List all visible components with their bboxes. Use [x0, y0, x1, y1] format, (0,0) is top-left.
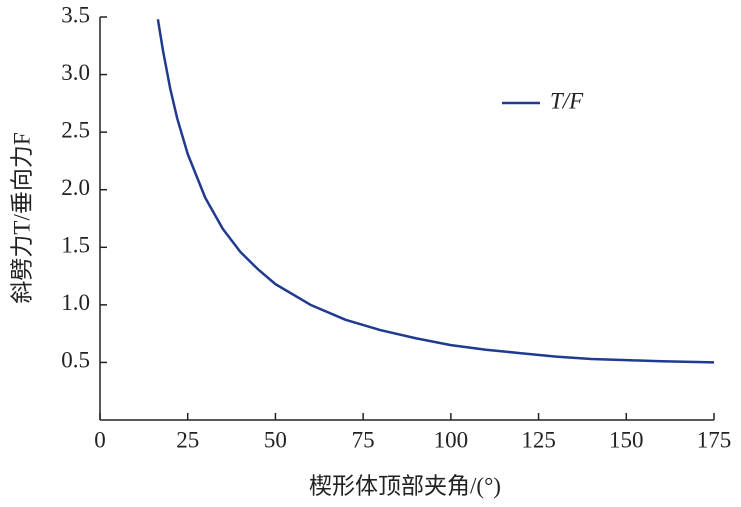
x-tick-label: 75 — [352, 427, 375, 452]
data-line — [156, 19, 715, 364]
y-tick-label: 3.5 — [61, 2, 90, 27]
x-tick-label: 50 — [264, 427, 287, 452]
y-axis-label: 斜劈力T/垂向力F — [9, 132, 34, 303]
x-tick-label: 0 — [94, 427, 106, 452]
y-tick-label: 1.5 — [61, 233, 90, 258]
x-tick-label: 150 — [609, 427, 644, 452]
y-tick-label: 0.5 — [61, 348, 90, 373]
x-axis-label: 楔形体顶部夹角/(°) — [309, 473, 501, 498]
x-tick-label: 175 — [697, 427, 732, 452]
y-tick-label: 3.0 — [61, 60, 90, 85]
y-tick-label: 2.5 — [61, 117, 90, 142]
x-tick-label: 125 — [521, 427, 556, 452]
y-tick-label: 1.0 — [61, 290, 90, 315]
legend-label: T/F — [550, 88, 584, 113]
x-tick-label: 25 — [176, 427, 199, 452]
x-tick-label: 100 — [434, 427, 469, 452]
y-tick-label: 2.0 — [61, 175, 90, 200]
